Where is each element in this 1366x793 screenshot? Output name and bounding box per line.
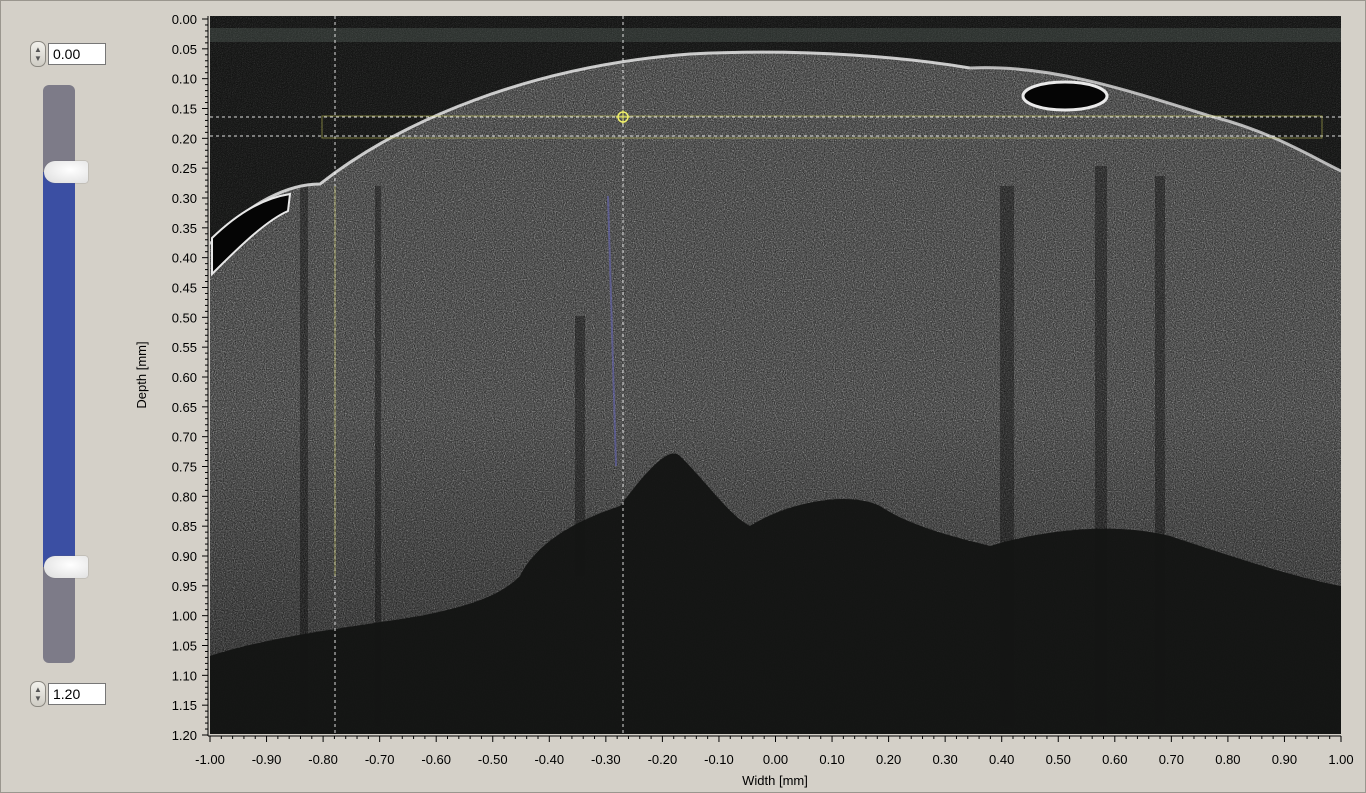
cursor-crosshair-icon[interactable] <box>616 110 630 124</box>
slider-lower-thumb[interactable] <box>44 555 88 578</box>
depth-min-input[interactable]: 0.00 <box>48 43 106 65</box>
depth-min-control[interactable]: ▲ ▼ 0.00 <box>30 41 106 67</box>
slider-range-fill <box>43 171 75 567</box>
oct-image-plot[interactable] <box>210 16 1341 734</box>
depth-max-control[interactable]: ▲ ▼ 1.20 <box>30 681 106 707</box>
depth-max-input[interactable]: 1.20 <box>48 683 106 705</box>
slider-upper-thumb[interactable] <box>44 160 88 183</box>
spinner-arrows-icon[interactable]: ▲ ▼ <box>30 681 46 707</box>
spinner-arrows-icon[interactable]: ▲ ▼ <box>30 41 46 67</box>
oct-image <box>210 16 1341 734</box>
